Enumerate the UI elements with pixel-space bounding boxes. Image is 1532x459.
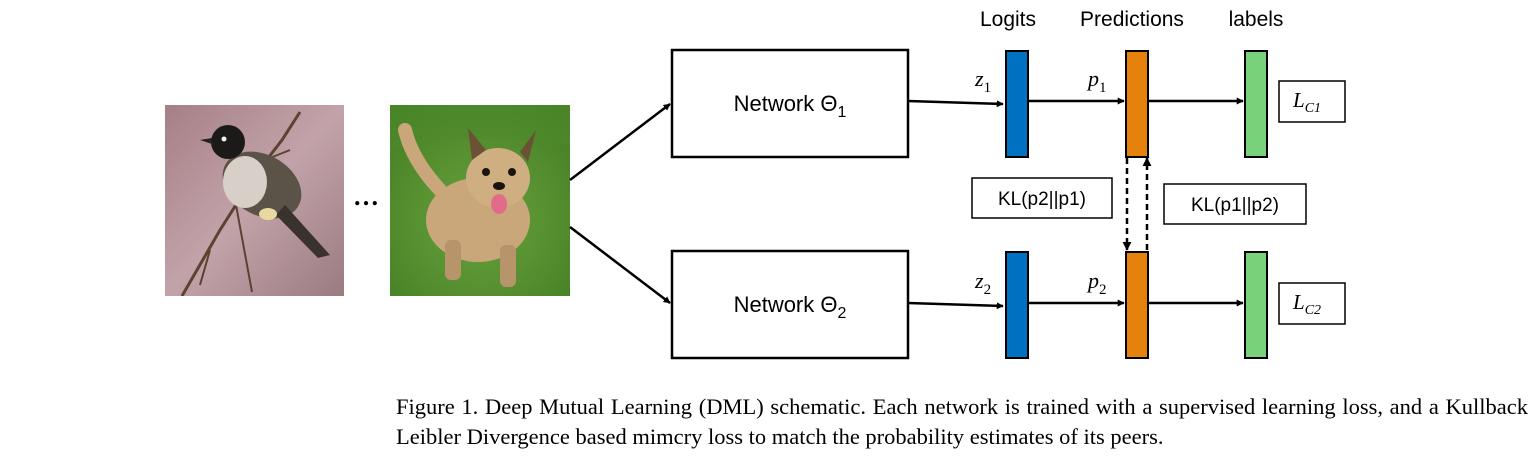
ellipsis: … (353, 182, 379, 211)
prediction-label-2: p2 (1086, 268, 1107, 298)
arrow-net1-to-logit1 (907, 99, 1004, 108)
header-logits: Logits (980, 8, 1036, 31)
logit-bar-1 (1005, 50, 1029, 158)
logit-bar-2 (1005, 251, 1029, 359)
dml-diagram: Logits Predictions labels … (165, 8, 1346, 360)
network-2-box (670, 249, 910, 360)
kl-box-right (1163, 183, 1307, 225)
network-1-box (670, 48, 910, 159)
kl-label-left: KL(p2||p1) (998, 189, 1086, 210)
loss-label-1: LC1 (1292, 88, 1321, 116)
kl-label-right: KL(p1||p2) (1191, 195, 1279, 216)
label-bar-2 (1244, 251, 1268, 359)
header-labels: labels (1229, 8, 1284, 31)
figure-caption: Figure 1. Deep Mutual Learning (DML) sch… (396, 394, 1528, 449)
prediction-label-1: p1 (1086, 66, 1107, 96)
logit-label-2: z2 (974, 268, 991, 298)
arrow-image-to-net2 (569, 226, 671, 304)
dog-image (390, 105, 570, 296)
loss-box-1 (1278, 80, 1346, 123)
prediction-bar-1 (1125, 50, 1149, 158)
arrow-image-to-net1 (569, 103, 671, 181)
loss-box-2 (1278, 282, 1346, 325)
kl-box-left (971, 177, 1113, 219)
header-predictions: Predictions (1080, 8, 1184, 31)
loss-label-2: LC2 (1292, 290, 1321, 318)
label-bar-1 (1244, 50, 1268, 158)
logit-label-1: z1 (974, 66, 991, 96)
prediction-bar-2 (1125, 251, 1149, 359)
network-1-label: Network Θ1 (734, 91, 847, 121)
arrow-net2-to-logit2 (907, 301, 1004, 310)
network-2-label: Network Θ2 (734, 292, 847, 322)
bird-image (165, 105, 344, 296)
